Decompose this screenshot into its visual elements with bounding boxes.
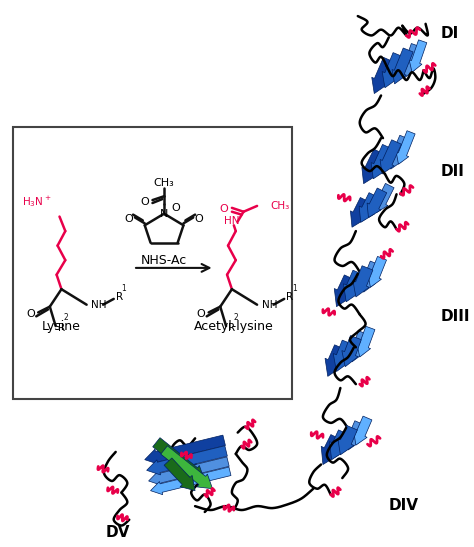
Polygon shape	[350, 197, 371, 227]
Polygon shape	[382, 53, 404, 88]
Text: CH₃: CH₃	[271, 201, 290, 211]
Polygon shape	[357, 326, 375, 357]
Text: O: O	[26, 310, 35, 319]
Polygon shape	[371, 144, 393, 179]
Polygon shape	[409, 40, 427, 72]
Polygon shape	[367, 188, 387, 218]
Text: O: O	[220, 204, 228, 214]
Polygon shape	[149, 457, 229, 485]
Polygon shape	[361, 261, 380, 292]
Polygon shape	[354, 416, 372, 445]
Polygon shape	[329, 430, 350, 459]
Polygon shape	[153, 438, 205, 481]
Text: H$_3$N$^+$: H$_3$N$^+$	[22, 194, 52, 209]
Text: R: R	[228, 323, 235, 333]
Polygon shape	[346, 421, 365, 450]
Polygon shape	[321, 434, 342, 464]
Text: DII: DII	[440, 164, 464, 178]
Polygon shape	[368, 257, 386, 287]
Text: N: N	[160, 208, 168, 219]
Text: O: O	[197, 310, 205, 319]
Text: 2: 2	[234, 313, 238, 322]
Polygon shape	[349, 331, 369, 362]
Text: O: O	[125, 214, 134, 224]
Polygon shape	[372, 57, 394, 94]
Text: 2: 2	[64, 313, 68, 322]
Polygon shape	[375, 183, 394, 213]
Text: HN: HN	[224, 216, 240, 226]
Polygon shape	[396, 131, 415, 164]
Polygon shape	[344, 270, 365, 302]
Text: R: R	[116, 292, 123, 302]
Text: DI: DI	[440, 26, 458, 41]
Polygon shape	[362, 149, 384, 184]
Polygon shape	[392, 48, 413, 84]
Polygon shape	[164, 458, 195, 491]
Text: DIII: DIII	[440, 309, 470, 324]
Polygon shape	[389, 135, 409, 169]
Polygon shape	[380, 140, 401, 174]
Text: R: R	[286, 292, 293, 302]
Polygon shape	[145, 435, 226, 464]
Text: DIV: DIV	[389, 498, 419, 513]
Text: 1: 1	[292, 284, 297, 293]
Polygon shape	[338, 426, 357, 455]
Polygon shape	[151, 467, 231, 494]
Polygon shape	[359, 193, 380, 223]
Text: O: O	[195, 214, 203, 224]
Text: Lysine: Lysine	[42, 319, 81, 333]
Polygon shape	[146, 446, 228, 475]
Text: DV: DV	[106, 525, 130, 540]
Polygon shape	[161, 446, 212, 488]
Bar	[13, 127, 292, 399]
Text: NHS-Ac: NHS-Ac	[141, 254, 187, 266]
Text: NH: NH	[91, 300, 107, 310]
Polygon shape	[401, 44, 420, 78]
Text: R: R	[57, 323, 64, 333]
Text: O: O	[172, 203, 181, 213]
Polygon shape	[333, 340, 354, 371]
Text: O: O	[140, 197, 149, 207]
Polygon shape	[334, 275, 356, 307]
Polygon shape	[325, 345, 346, 376]
Polygon shape	[342, 336, 361, 366]
Text: NH: NH	[262, 300, 277, 310]
Polygon shape	[353, 266, 373, 297]
Text: 1: 1	[121, 284, 126, 293]
Text: CH₃: CH₃	[154, 178, 174, 188]
Text: Acetyl-lysine: Acetyl-lysine	[194, 319, 273, 333]
